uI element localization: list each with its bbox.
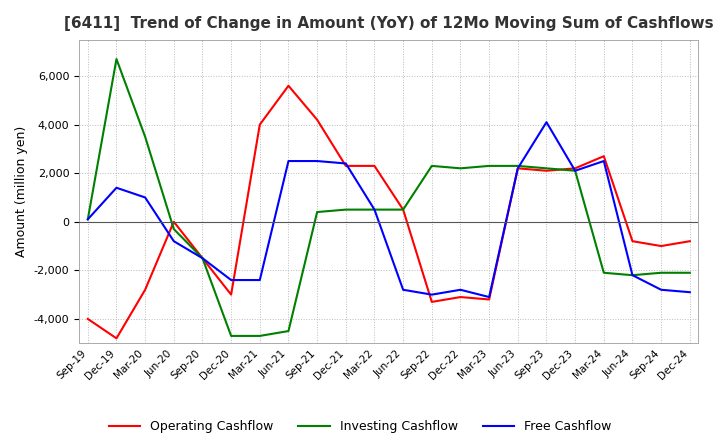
Operating Cashflow [198, 256, 207, 261]
Investing Cashflow [84, 216, 92, 222]
Free Cashflow [657, 287, 665, 293]
Free Cashflow [112, 185, 121, 191]
Free Cashflow [485, 294, 493, 300]
Free Cashflow [542, 120, 551, 125]
Line: Operating Cashflow: Operating Cashflow [88, 86, 690, 338]
Free Cashflow [141, 195, 150, 200]
Investing Cashflow [399, 207, 408, 212]
Investing Cashflow [428, 163, 436, 169]
Operating Cashflow [341, 163, 350, 169]
Operating Cashflow [628, 238, 636, 244]
Operating Cashflow [657, 243, 665, 249]
Investing Cashflow [370, 207, 379, 212]
Operating Cashflow [600, 154, 608, 159]
Investing Cashflow [485, 163, 493, 169]
Operating Cashflow [256, 122, 264, 127]
Operating Cashflow [312, 117, 321, 122]
Line: Investing Cashflow: Investing Cashflow [88, 59, 690, 336]
Operating Cashflow [428, 299, 436, 304]
Investing Cashflow [227, 333, 235, 338]
Operating Cashflow [141, 287, 150, 293]
Free Cashflow [370, 207, 379, 212]
Investing Cashflow [198, 256, 207, 261]
Free Cashflow [513, 166, 522, 171]
Free Cashflow [628, 272, 636, 278]
Investing Cashflow [112, 56, 121, 62]
Free Cashflow [399, 287, 408, 293]
Operating Cashflow [370, 163, 379, 169]
Operating Cashflow [84, 316, 92, 322]
Investing Cashflow [600, 270, 608, 275]
Investing Cashflow [571, 168, 580, 173]
Title: [6411]  Trend of Change in Amount (YoY) of 12Mo Moving Sum of Cashflows: [6411] Trend of Change in Amount (YoY) o… [64, 16, 714, 32]
Free Cashflow [227, 277, 235, 282]
Free Cashflow [312, 158, 321, 164]
Investing Cashflow [141, 134, 150, 139]
Operating Cashflow [485, 297, 493, 302]
Free Cashflow [685, 290, 694, 295]
Free Cashflow [84, 216, 92, 222]
Free Cashflow [600, 158, 608, 164]
Investing Cashflow [256, 333, 264, 338]
Free Cashflow [198, 256, 207, 261]
Line: Free Cashflow: Free Cashflow [88, 122, 690, 297]
Free Cashflow [169, 238, 178, 244]
Investing Cashflow [169, 227, 178, 232]
Operating Cashflow [571, 166, 580, 171]
Legend: Operating Cashflow, Investing Cashflow, Free Cashflow: Operating Cashflow, Investing Cashflow, … [104, 415, 616, 438]
Operating Cashflow [513, 166, 522, 171]
Investing Cashflow [513, 163, 522, 169]
Investing Cashflow [312, 209, 321, 215]
Operating Cashflow [284, 83, 293, 88]
Operating Cashflow [169, 219, 178, 224]
Investing Cashflow [542, 166, 551, 171]
Free Cashflow [456, 287, 465, 293]
Free Cashflow [341, 161, 350, 166]
Y-axis label: Amount (million yen): Amount (million yen) [15, 126, 28, 257]
Operating Cashflow [399, 207, 408, 212]
Investing Cashflow [284, 328, 293, 334]
Free Cashflow [571, 168, 580, 173]
Investing Cashflow [628, 272, 636, 278]
Free Cashflow [284, 158, 293, 164]
Free Cashflow [256, 277, 264, 282]
Free Cashflow [428, 292, 436, 297]
Investing Cashflow [685, 270, 694, 275]
Investing Cashflow [657, 270, 665, 275]
Investing Cashflow [341, 207, 350, 212]
Operating Cashflow [685, 238, 694, 244]
Investing Cashflow [456, 166, 465, 171]
Operating Cashflow [227, 292, 235, 297]
Operating Cashflow [456, 294, 465, 300]
Operating Cashflow [112, 336, 121, 341]
Operating Cashflow [542, 168, 551, 173]
